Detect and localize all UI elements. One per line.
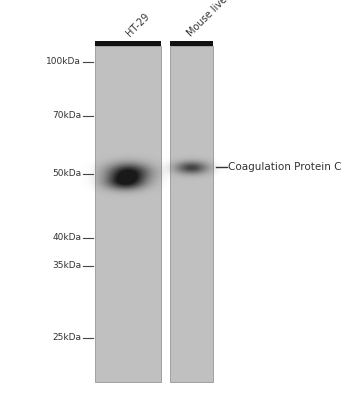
Text: 70kDa: 70kDa	[52, 112, 81, 120]
Bar	[170, 46, 213, 382]
Text: 35kDa: 35kDa	[52, 262, 81, 270]
Text: 100kDa: 100kDa	[46, 58, 81, 66]
Bar	[95, 41, 161, 46]
Text: 25kDa: 25kDa	[52, 334, 81, 342]
Bar	[95, 46, 161, 382]
Text: 40kDa: 40kDa	[52, 234, 81, 242]
Text: Mouse liver: Mouse liver	[186, 0, 233, 39]
Text: Coagulation Protein C: Coagulation Protein C	[228, 162, 342, 172]
Bar	[170, 41, 213, 46]
Text: 50kDa: 50kDa	[52, 170, 81, 178]
Text: HT-29: HT-29	[125, 12, 152, 39]
